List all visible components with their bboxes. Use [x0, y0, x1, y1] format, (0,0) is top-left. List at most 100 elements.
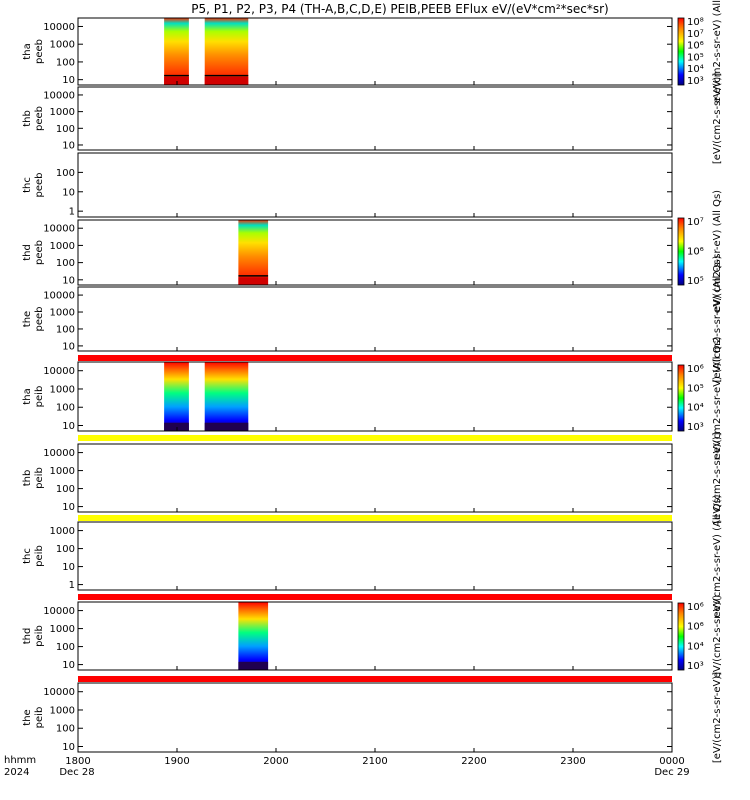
panel-thb-peib: 10000 1000 100 10 thb peib — [22, 443, 673, 513]
colorbar-unit-label: eV/(cm2-s-sr-eV) (All — [712, 0, 723, 103]
y-tick-label: 10 — [62, 187, 75, 198]
colorbar-unit-label: eV/(cm2-s-sr-eV) (All Qs) — [712, 494, 723, 617]
y-tick-label: 10000 — [43, 22, 75, 33]
colorbar-tick-label: 10⁷ — [687, 217, 704, 228]
panel-the-peeb: 10000 1000 100 10 the peeb — [22, 286, 673, 352]
quality-flag-bar-red — [78, 355, 672, 361]
colorbar-scale — [677, 364, 685, 432]
y-tick-label: 1000 — [50, 241, 75, 252]
y-tick-label: 100 — [56, 724, 75, 735]
colorbar: 10⁶ 10⁶ 10⁴ 10³ eV/(cm2-s-sr-eV) — [677, 595, 723, 679]
colorbar-tick-label: 10⁶ — [687, 622, 704, 633]
panel-probe-label: thd — [22, 244, 33, 261]
y-tick-label: 10 — [62, 502, 75, 513]
y-tick-label: 10 — [62, 742, 75, 753]
colorbar-tick-label: 10³ — [687, 76, 704, 87]
x-tick-label: 0000 — [659, 756, 684, 767]
y-tick-label: 1000 — [50, 40, 75, 51]
y-tick-label: 10 — [62, 660, 75, 671]
spectrogram-low-energy-band — [238, 661, 269, 670]
y-tick-label: 10000 — [43, 687, 75, 698]
flag-bars-group — [78, 355, 672, 682]
x-axis-start-date: Dec 28 — [59, 767, 94, 778]
chart-title: P5, P1, P2, P3, P4 (TH-A,B,C,D,E) PEIB,P… — [191, 2, 608, 16]
panel-thd-peeb: 10000 1000 100 10 thd peeb — [22, 219, 673, 286]
y-tick-label: 1 — [69, 207, 75, 218]
panel-probe-label: thb — [22, 470, 33, 487]
colorbar: [eV/(cm2-s-sr-eV)] — [712, 432, 723, 523]
colorbar-tick-label: 10³ — [687, 661, 704, 672]
x-tick-label: 2100 — [362, 756, 387, 767]
colorbar-tick-label: 10⁶ — [687, 602, 704, 613]
y-tick-label: 10 — [62, 140, 75, 151]
y-tick-label: 100 — [56, 403, 75, 414]
x-tick-label: 2200 — [461, 756, 486, 767]
colorbar-scale — [677, 602, 685, 671]
colorbar-tick-label: 10⁶ — [687, 247, 704, 258]
panel-probe-label: thc — [22, 177, 33, 193]
spectrogram-block — [164, 18, 189, 85]
panel-species-label: peeb — [34, 240, 45, 265]
y-tick-label: 100 — [56, 544, 75, 555]
spectrogram-block — [238, 602, 269, 670]
y-tick-label: 10000 — [43, 366, 75, 377]
panel-frame — [77, 219, 673, 286]
colorbar-tick-label: 10⁵ — [687, 383, 704, 394]
panel-thc-peib: 1000 100 10 1 thc peib — [22, 521, 673, 591]
spectrogram-low-energy-band — [164, 422, 189, 431]
y-tick-label: 10000 — [43, 606, 75, 617]
panel-thc-peeb: 100 10 1 thc peeb — [22, 152, 673, 218]
x-axis-year-label: 2024 — [4, 767, 29, 778]
panel-species-label: peeb — [34, 173, 45, 198]
panel-the-peib: 10000 1000 100 10 the peib — [22, 682, 673, 753]
y-tick-label: 10 — [62, 75, 75, 86]
panel-species-label: peib — [34, 545, 45, 567]
panel-species-label: peib — [34, 467, 45, 489]
colorbar-unit-label: [eV/(cm2-s-sr-eV) (All Qs) — [712, 255, 723, 382]
x-tick-label: 2300 — [560, 756, 585, 767]
colorbar-tick-label: 10⁸ — [687, 17, 704, 28]
colorbar-unit-label: eV/(cm2-s-sr-eV) (All Qs) — [712, 190, 723, 313]
y-tick-label: 100 — [56, 324, 75, 335]
panel-probe-label: the — [22, 709, 33, 725]
panel-species-label: peeb — [34, 106, 45, 131]
quality-flag-bar-red — [78, 594, 672, 600]
y-tick-label: 10 — [62, 275, 75, 286]
panel-frame — [77, 682, 673, 753]
y-tick-label: 100 — [56, 57, 75, 68]
panel-frame — [77, 521, 673, 591]
colorbar: [eV/(cm2-s-sr-eV) (All Qs) — [712, 255, 723, 382]
x-tick-label: 2000 — [263, 756, 288, 767]
panel-frame — [77, 286, 673, 352]
y-tick-label: 1000 — [50, 624, 75, 635]
y-tick-label: 10000 — [43, 224, 75, 235]
spectrogram-low-energy-band — [238, 277, 269, 285]
panel-thb-peeb: 10000 1000 100 10 thb peeb — [22, 86, 673, 151]
x-tick-label: 1900 — [164, 756, 189, 767]
panel-frame — [77, 443, 673, 513]
panel-species-label: peib — [34, 386, 45, 408]
spectrogram-low-energy-band — [204, 76, 249, 85]
quality-flag-bar-yellow — [78, 435, 672, 441]
y-tick-label: 100 — [56, 484, 75, 495]
x-tick-label: 1800 — [65, 756, 90, 767]
colorbar-unit-label: eV/(cm2-s-sr-eV) — [712, 595, 723, 679]
y-tick-label: 10000 — [43, 90, 75, 101]
panel-probe-label: tha — [22, 388, 33, 404]
y-tick-label: 1000 — [50, 705, 75, 716]
colorbar: [eV/(cm2-s-sr-eV)] — [712, 672, 723, 763]
y-tick-label: 1000 — [50, 107, 75, 118]
panel-probe-label: thc — [22, 548, 33, 564]
y-tick-label: 100 — [56, 642, 75, 653]
colorbar-tick-label: 10⁵ — [687, 52, 704, 63]
panel-tha-peib: 10000 1000 100 10 tha peib — [22, 361, 673, 432]
panel-species-label: peib — [34, 625, 45, 647]
quality-flag-bar-yellow — [78, 515, 672, 521]
colorbar-tick-label: 10⁴ — [687, 403, 704, 414]
colorbar-unit-label: [eV/(cm2-s-sr-eV)] — [712, 432, 723, 523]
colorbar-tick-label: 10⁶ — [687, 41, 704, 52]
